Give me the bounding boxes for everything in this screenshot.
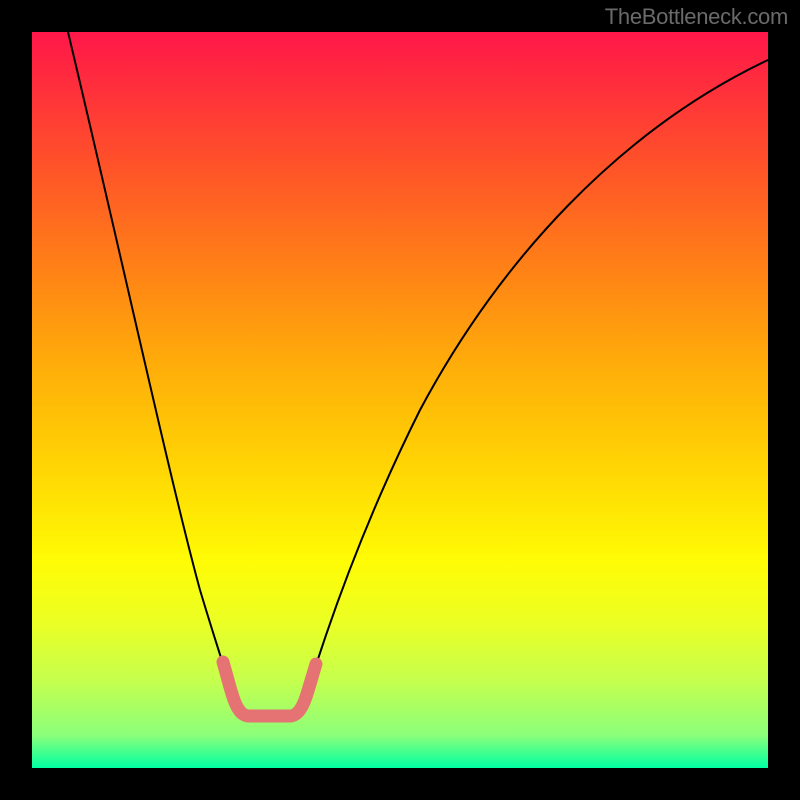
chart-plot-area xyxy=(32,32,768,768)
highlight-segment-right xyxy=(290,664,316,716)
watermark-text: TheBottleneck.com xyxy=(605,4,788,30)
bottleneck-curve-chart xyxy=(32,32,768,768)
bottleneck-main-curve xyxy=(68,32,768,715)
highlight-segment-left xyxy=(223,662,248,716)
